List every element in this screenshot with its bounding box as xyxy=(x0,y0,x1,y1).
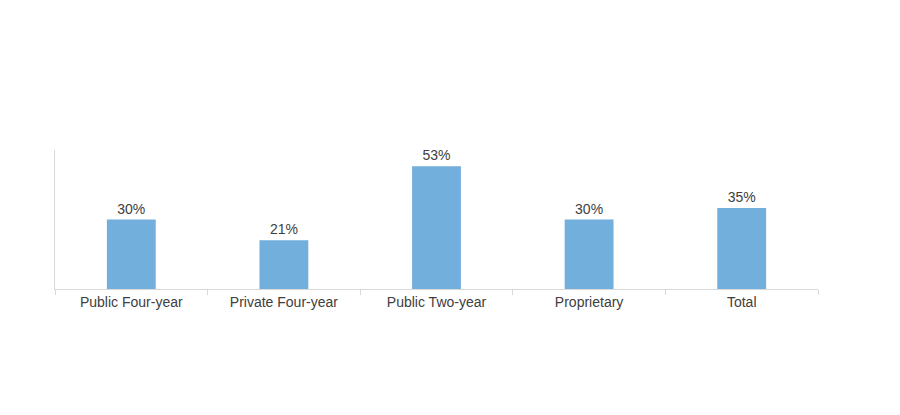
svg-text:35%: 35% xyxy=(728,189,756,205)
svg-text:Total: Total xyxy=(727,294,757,310)
svg-text:Public Two-year: Public Two-year xyxy=(387,294,487,310)
svg-text:53%: 53% xyxy=(422,147,450,163)
svg-text:21%: 21% xyxy=(270,221,298,237)
svg-text:Public Four-year: Public Four-year xyxy=(80,294,183,310)
svg-text:30%: 30% xyxy=(117,201,145,217)
svg-text:Private Four-year: Private Four-year xyxy=(230,294,338,310)
svg-text:Proprietary: Proprietary xyxy=(555,294,623,310)
svg-text:30%: 30% xyxy=(575,201,603,217)
